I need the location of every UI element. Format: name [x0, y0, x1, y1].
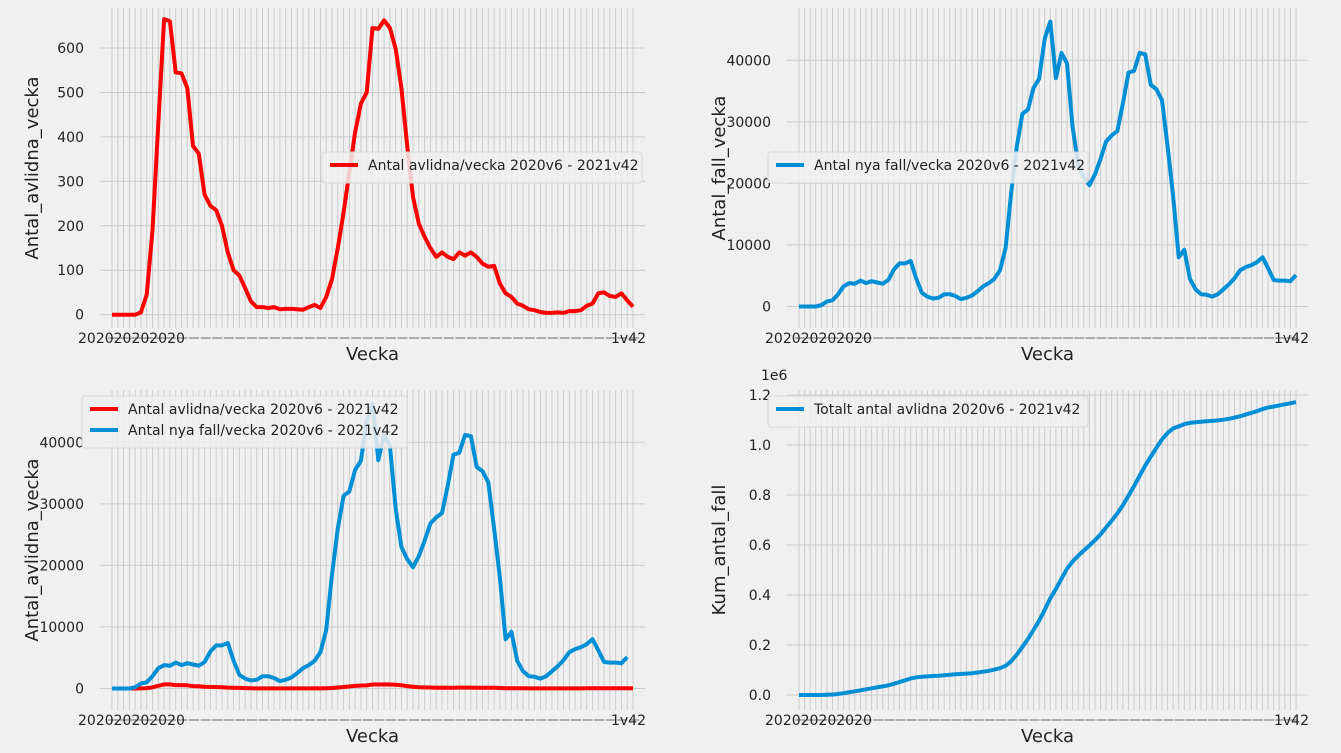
x-axis-label: Vecka [346, 726, 399, 747]
legend-entry: Antal avlidna/vecka 2020v6 - 2021v42 [368, 158, 639, 174]
y-tick-label: 20000 [39, 558, 84, 574]
series-line-1 [799, 19, 1298, 309]
y-tick-label: 10000 [39, 620, 84, 636]
series-line-1 [112, 682, 634, 691]
legend-box [321, 151, 643, 184]
legend: Antal avlidna/vecka 2020v6 - 2021v42 Anta… [81, 395, 408, 449]
x-axis-label: Vecka [1021, 726, 1074, 747]
y-tick-label: 40000 [726, 53, 771, 69]
y-tick-label: 30000 [39, 497, 84, 513]
y-tick-label: 0 [762, 299, 771, 315]
x-tick-label: 1v42 [1274, 331, 1309, 347]
x-tick-label: 202020202020 [78, 713, 185, 729]
y-tick-label: 0.0 [749, 688, 771, 704]
legend-entry: Antal avlidna/vecka 2020v6 - 2021v42 [128, 402, 399, 418]
series-line-1 [112, 17, 635, 317]
legend: Antal avlidna/vecka 2020v6 - 2021v42 [321, 151, 643, 184]
x-tick-label: 202020202020 [765, 713, 872, 729]
y-tick-label: 300 [57, 174, 84, 190]
y-tick-label: 0.2 [749, 638, 771, 654]
y-tick-label: 0.6 [749, 538, 771, 554]
y-tick-label: 40000 [39, 435, 84, 451]
y-tick-label: 400 [57, 130, 84, 146]
subplot-4: 0.0 0.2 0.4 0.6 0.8 1.0 1.2 202020202020 1v42 Vec… [709, 368, 1309, 747]
legend-entry: Antal nya fall/vecka 2020v6 - 2021v42 [814, 158, 1085, 174]
y-tick-label: 0 [75, 681, 84, 697]
subplot-2: 0 10000 20000 30000 40000 202020202020 1v42 Vec… [709, 8, 1309, 365]
legend-entry: Totalt antal avlidna 2020v6 - 2021v42 [813, 402, 1080, 418]
y-tick-label: 1.0 [749, 438, 771, 454]
y-tick-label: 0 [75, 308, 84, 324]
y-tick-label: 500 [57, 85, 84, 101]
x-tick-label: 202020202020 [765, 331, 872, 347]
y-tick-label: 0.4 [749, 588, 771, 604]
series-line-1 [799, 400, 1297, 697]
y-offset-text: 1e6 [761, 368, 788, 384]
legend: Antal nya fall/vecka 2020v6 - 2021v42 [767, 151, 1089, 184]
y-axis-label: Antal_fall_vecka [709, 96, 730, 241]
y-tick-label: 100 [57, 263, 84, 279]
y-tick-label: 1.2 [749, 388, 771, 404]
y-axis-label: Antal_avlidna_vecka [22, 458, 43, 641]
y-tick-label: 200 [57, 219, 84, 235]
x-tick-label: 1v42 [1274, 713, 1309, 729]
y-axis-label: Kum_antal_fall [709, 485, 730, 616]
y-tick-label: 600 [57, 41, 84, 57]
legend-box [81, 395, 408, 449]
legend-entry: Antal nya fall/vecka 2020v6 - 2021v42 [128, 423, 399, 439]
x-tick-label: 202020202020 [78, 331, 185, 347]
x-axis-label: Vecka [1021, 344, 1074, 365]
x-tick-label: 1v42 [611, 713, 646, 729]
x-axis-label: Vecka [346, 344, 399, 365]
y-tick-label: 0.8 [749, 488, 771, 504]
subplot-3: 0 10000 20000 30000 40000 202020202020 1v42 Vec… [22, 390, 646, 747]
y-axis-label: Antal_avlidna_vecka [22, 76, 43, 259]
y-tick-label: 20000 [726, 176, 771, 192]
x-tick-label: 1v42 [611, 331, 646, 347]
legend-box [767, 151, 1089, 184]
y-tick-label: 30000 [726, 115, 771, 131]
legend: Totalt antal avlidna 2020v6 - 2021v42 [767, 395, 1089, 428]
subplot-1: 0 100 200 300 400 500 600 202020202020 1v42 Vecka… [22, 8, 646, 365]
legend-box [767, 395, 1089, 428]
y-tick-label: 10000 [726, 238, 771, 254]
